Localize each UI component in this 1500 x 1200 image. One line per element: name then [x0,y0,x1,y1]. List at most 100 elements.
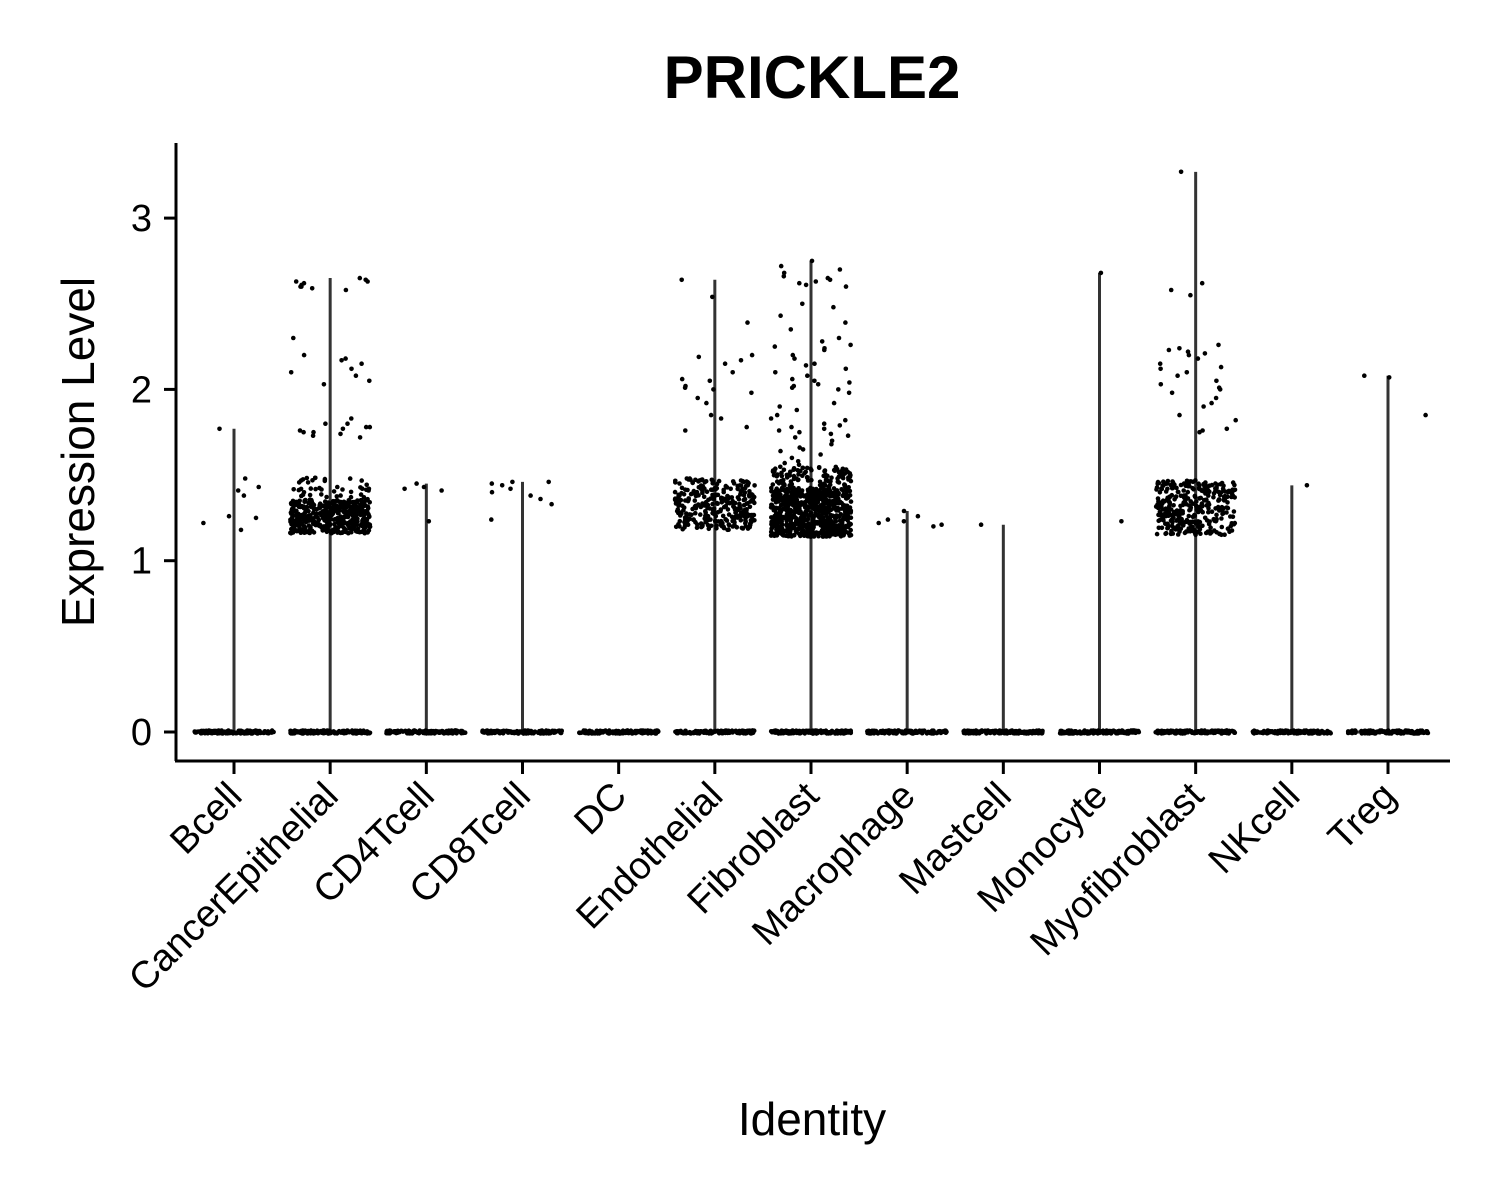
data-point [781,274,787,279]
data-point [645,729,650,734]
data-point [825,478,831,484]
data-point [1061,730,1067,736]
data-point [1198,531,1203,536]
data-point [489,489,495,495]
data-point [711,509,716,514]
data-point [799,500,804,505]
data-point [688,731,693,736]
data-point [333,730,338,736]
data-point [789,521,794,526]
data-point [325,525,330,530]
data-point [348,489,354,495]
data-point [817,514,822,520]
data-point [1218,481,1223,487]
data-point [1187,479,1193,484]
data-point [1188,499,1193,504]
data-point [846,520,852,526]
data-point [1203,489,1208,495]
data-point [340,487,345,492]
data-point [1158,366,1163,372]
data-point [1154,531,1160,537]
data-point [813,279,819,284]
data-point [241,730,247,736]
data-point [836,514,842,519]
data-point [315,515,320,520]
data-point [789,489,795,495]
data-point [788,514,793,519]
data-point [710,487,715,493]
data-point [211,730,217,736]
data-point [771,472,777,478]
data-point [740,730,746,736]
data-point [747,504,753,510]
data-point [828,431,834,437]
data-point [302,530,307,535]
data-point [320,524,326,530]
data-point [716,478,722,484]
data-point [747,524,752,530]
data-point [1229,491,1234,496]
data-point [258,730,263,736]
data-point [784,472,790,478]
data-point [799,488,805,493]
data-point [822,469,827,474]
data-point [288,731,294,736]
data-point [848,515,854,520]
data-point [359,361,364,367]
data-point [706,526,712,532]
data-point [1362,373,1367,379]
data-point [676,503,681,509]
data-point [821,426,827,432]
data-point [335,484,340,490]
data-point [825,498,831,504]
data-point [909,730,914,736]
data-point [1206,521,1212,527]
data-point [331,499,336,504]
data-point [354,511,359,516]
data-point [1220,507,1225,513]
data-point [1230,514,1236,519]
data-point [792,510,798,515]
data-point [825,473,830,479]
data-point [789,495,795,500]
data-point [1213,395,1219,401]
data-point [297,498,303,504]
data-point [1168,482,1174,488]
data-point [312,475,318,481]
data-point [304,475,310,481]
data-point [748,521,753,526]
data-point [363,424,369,430]
data-point [781,515,786,521]
data-point [334,494,340,499]
data-point [786,489,791,494]
data-point [422,729,427,735]
data-point [738,518,744,523]
data-point [1194,503,1199,509]
data-point [773,499,779,505]
x-tick-label-bcell: Bcell [162,775,250,863]
data-point [301,731,306,736]
data-point [829,728,835,734]
data-point [1167,501,1172,506]
data-point [816,533,821,539]
data-point [361,729,366,734]
data-point [1177,514,1182,519]
data-point [784,496,789,502]
data-point [686,496,691,501]
data-point [930,729,936,734]
data-point [797,445,802,450]
data-point [1170,515,1176,520]
data-point [610,730,616,736]
data-point [710,501,715,507]
data-point [1172,497,1177,502]
data-point [778,313,783,319]
data-point [1309,728,1314,734]
data-point [780,522,785,527]
data-point [345,522,351,527]
data-point [634,730,639,735]
data-point [840,475,846,481]
data-point [306,523,312,528]
data-point [308,486,314,491]
data-point [831,486,837,491]
data-point [1082,728,1087,733]
